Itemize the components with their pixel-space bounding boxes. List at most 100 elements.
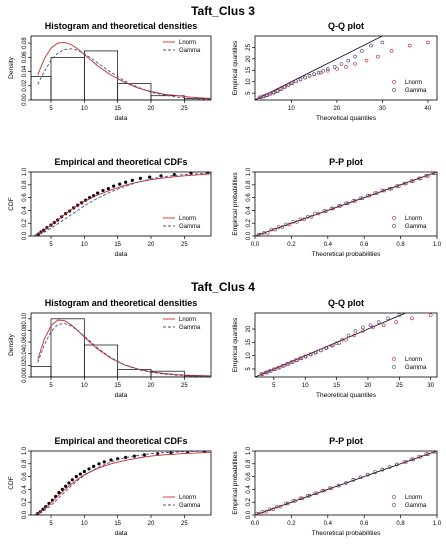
series-point bbox=[298, 496, 303, 501]
series-point bbox=[387, 186, 392, 191]
series-point bbox=[268, 92, 273, 96]
series-point bbox=[265, 370, 269, 375]
y-tick-label: 1.0 bbox=[246, 446, 252, 455]
series-point bbox=[418, 454, 423, 459]
series-point bbox=[279, 87, 284, 91]
x-tick-label: 25 bbox=[181, 242, 188, 248]
plot-area bbox=[31, 318, 211, 377]
series-point bbox=[387, 465, 392, 469]
series-point bbox=[315, 491, 319, 496]
panel-cdf3: Empirical and theoretical CDFs 5 10 15 20 25 0… bbox=[8, 157, 212, 258]
series-point bbox=[397, 313, 402, 317]
empirical-point bbox=[87, 467, 91, 471]
legend-marker bbox=[392, 495, 396, 499]
series-point bbox=[282, 363, 286, 368]
series-point bbox=[376, 54, 380, 59]
y-tick-label: 0.04 bbox=[22, 65, 28, 77]
y-axis-label: Empirical probabilities bbox=[232, 451, 239, 515]
y-tick-label: 0.6 bbox=[22, 193, 28, 202]
legend-marker bbox=[392, 216, 396, 220]
panel-hist3: Histogram and theoretical densities 5 10 15… bbox=[8, 21, 212, 122]
series-point bbox=[346, 201, 350, 206]
series-point bbox=[291, 220, 296, 224]
series-point bbox=[321, 68, 326, 73]
series-point bbox=[431, 451, 436, 454]
series-point bbox=[346, 58, 351, 63]
series-point bbox=[289, 360, 294, 364]
series-point bbox=[395, 462, 399, 467]
series-point bbox=[294, 79, 298, 84]
series-point bbox=[416, 454, 421, 459]
series-point bbox=[366, 193, 370, 198]
series-point bbox=[364, 58, 369, 63]
y-tick-label: 0.6 bbox=[246, 193, 252, 202]
x-tick-label: 25 bbox=[181, 106, 188, 112]
legend-label: Gamma bbox=[179, 503, 201, 509]
section-title-4: Taft_Clus 4 bbox=[191, 280, 255, 294]
series-point bbox=[313, 491, 317, 496]
series-point bbox=[367, 193, 372, 198]
series-point bbox=[352, 333, 356, 338]
plot-area bbox=[255, 172, 437, 236]
empirical-point bbox=[82, 469, 86, 474]
empirical-point bbox=[64, 484, 68, 488]
chart-title: Q-Q plot bbox=[328, 298, 364, 308]
series-point bbox=[353, 54, 357, 59]
y-tick-label: 0.0 bbox=[22, 231, 28, 240]
y-tick-label: 0.0 bbox=[22, 510, 28, 519]
series-point bbox=[307, 493, 312, 498]
panel-pp4: P-P plot 0.0 0.2 0.4 0.6 0.8 1.0 0.0 0.2 0.4 0.6 0.… bbox=[232, 436, 442, 537]
series-point bbox=[433, 172, 437, 176]
legend-marker bbox=[392, 503, 396, 507]
y-tick-label: 0.08 bbox=[22, 37, 28, 49]
series-point bbox=[361, 329, 365, 333]
legend-label: Gamma bbox=[179, 325, 201, 331]
y-tick-label: 10 bbox=[246, 352, 252, 359]
series-point bbox=[353, 62, 357, 66]
series-point bbox=[285, 362, 289, 366]
series-point bbox=[426, 452, 430, 457]
series-point bbox=[284, 222, 288, 227]
series-point bbox=[320, 488, 325, 493]
empirical-point bbox=[106, 187, 110, 191]
series-point bbox=[290, 81, 295, 85]
series-line bbox=[37, 323, 211, 377]
histogram-bar bbox=[150, 370, 185, 377]
y-tick-label: 0.8 bbox=[246, 180, 252, 189]
chart-title: Q-Q plot bbox=[328, 21, 364, 31]
series-point bbox=[376, 320, 381, 324]
x-tick-label: 15 bbox=[114, 242, 121, 248]
series-point bbox=[324, 209, 328, 213]
series-point bbox=[338, 204, 343, 208]
x-axis-label: data bbox=[115, 115, 128, 122]
series-point bbox=[298, 77, 303, 82]
series-point bbox=[271, 507, 276, 512]
y-axis-label: Density bbox=[8, 56, 15, 78]
y-tick-label: 15 bbox=[246, 338, 252, 345]
x-tick-label: 0.6 bbox=[360, 242, 369, 248]
series-point bbox=[293, 358, 298, 363]
series-point bbox=[344, 337, 348, 342]
series-point bbox=[373, 191, 377, 195]
x-tick-label: 0.2 bbox=[287, 521, 296, 527]
series-point bbox=[336, 483, 341, 488]
series-point bbox=[272, 90, 276, 95]
series-point bbox=[293, 499, 297, 503]
y-tick-label: 0.8 bbox=[246, 459, 252, 468]
series-point bbox=[319, 70, 323, 75]
empirical-point bbox=[132, 454, 136, 458]
empirical-point bbox=[102, 460, 106, 464]
y-axis-label: Empirical probabilities bbox=[232, 172, 239, 236]
series-point bbox=[302, 217, 306, 222]
y-tick-label: 0.4 bbox=[246, 485, 252, 494]
series-point bbox=[337, 341, 341, 345]
y-tick-label: 0.08 bbox=[22, 324, 28, 336]
x-tick-label: 10 bbox=[81, 383, 88, 389]
histogram-bar bbox=[50, 56, 85, 100]
y-axis-label: Density bbox=[8, 333, 15, 355]
x-tick-label: 5 bbox=[49, 521, 53, 527]
series-point bbox=[402, 460, 407, 464]
series-point bbox=[286, 83, 291, 87]
series-point bbox=[255, 511, 259, 515]
series-point bbox=[257, 95, 262, 100]
